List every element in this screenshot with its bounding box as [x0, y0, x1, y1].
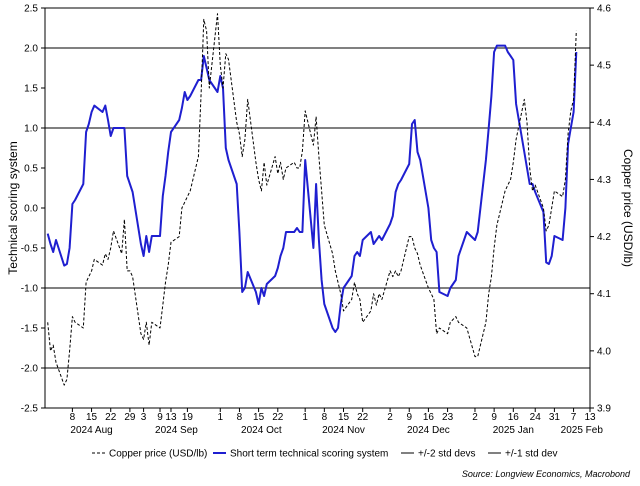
series-layer: [46, 13, 578, 386]
copper-price-line: [47, 13, 577, 386]
x-tick-label: 16: [423, 412, 435, 423]
x-tick-label: 1: [217, 412, 223, 423]
left-tick-label: 1.0: [24, 124, 38, 135]
x-tick-label: 15: [253, 412, 265, 423]
source-note: Source: Longview Economics, Macrobond: [462, 469, 631, 479]
x-month-label: 2025 Jan: [493, 425, 534, 436]
right-tick-label: 4.6: [597, 4, 611, 15]
right-tick-label: 4.2: [597, 232, 611, 243]
left-axis-title: Technical scoring system: [6, 141, 20, 274]
x-tick-label: 19: [182, 412, 194, 423]
right-tick-label: 4.1: [597, 289, 611, 300]
x-tick-label: 8: [322, 412, 328, 423]
left-tick-label: -2.5: [21, 404, 39, 415]
x-tick-label: 2: [472, 412, 478, 423]
right-tick-label: 3.9: [597, 404, 611, 415]
x-tick-label: 22: [357, 412, 369, 423]
left-tick-label: -0.5: [21, 244, 39, 255]
x-tick-label: 13: [584, 412, 596, 423]
right-tick-label: 4.3: [597, 175, 611, 186]
right-tick-label: 4.5: [597, 61, 611, 72]
x-tick-label: 22: [272, 412, 284, 423]
x-tick-label: 2: [387, 412, 393, 423]
left-tick-label: 0.0: [24, 204, 38, 215]
x-tick-label: 1: [302, 412, 308, 423]
technical-score-line: [46, 44, 578, 333]
right-axis: 4.6 4.5 4.4 4.3 4.2 4.1 4.0 3.9: [590, 4, 611, 415]
x-month-label: 2024 Oct: [241, 425, 282, 436]
reference-lines: [45, 47, 590, 369]
x-tick-label: 15: [338, 412, 350, 423]
x-tick-label: 8: [237, 412, 243, 423]
x-tick-label: 13: [165, 412, 177, 423]
x-tick-label: 15: [86, 412, 98, 423]
x-tick-label: 31: [549, 412, 561, 423]
right-axis-title: Copper price (USD/lb): [621, 149, 635, 267]
x-tick-label: 24: [530, 412, 542, 423]
x-tick-label: 8: [70, 412, 76, 423]
x-tick-label: 23: [442, 412, 454, 423]
left-tick-label: 0.5: [24, 164, 38, 175]
legend-label: Short term technical scoring system: [230, 449, 388, 460]
x-month-label: 2024 Nov: [322, 425, 365, 436]
legend: Copper price (USD/lb) Short term technica…: [92, 449, 558, 460]
x-month-label: 2024 Dec: [407, 425, 450, 436]
x-month-label: 2024 Aug: [70, 425, 112, 436]
x-tick-label: 9: [406, 412, 412, 423]
x-tick-label: 7: [571, 412, 577, 423]
left-tick-label: -2.0: [21, 364, 39, 375]
legend-label: +/-1 std dev: [505, 449, 558, 460]
x-month-label: 2025 Feb: [561, 425, 604, 436]
x-month-label: 2024 Sep: [155, 425, 198, 436]
left-axis: 2.5 2.0 1.5 1.0 0.5 0.0 -0.5 -1.0 -1.5 -2.0 -2.5: [21, 4, 45, 415]
left-tick-label: -1.0: [21, 284, 39, 295]
x-tick-label: 9: [491, 412, 497, 423]
left-tick-label: -1.5: [21, 324, 39, 335]
x-axis: 8 15 22 29 3 9 13 19 1 8 15 22 1 8 15 22 2 9 16 23 2 9 16 24 31 7…: [70, 408, 604, 436]
right-tick-label: 4.0: [597, 346, 611, 357]
legend-label: Copper price (USD/lb): [109, 449, 207, 460]
left-tick-label: 2.5: [24, 4, 38, 15]
x-tick-label: 9: [157, 412, 163, 423]
x-tick-label: 22: [105, 412, 117, 423]
x-tick-label: 3: [141, 412, 147, 423]
right-tick-label: 4.4: [597, 118, 611, 129]
x-tick-label: 16: [508, 412, 520, 423]
left-tick-label: 2.0: [24, 44, 38, 55]
legend-label: +/-2 std devs: [418, 449, 476, 460]
left-tick-label: 1.5: [24, 84, 38, 95]
x-tick-label: 29: [124, 412, 136, 423]
